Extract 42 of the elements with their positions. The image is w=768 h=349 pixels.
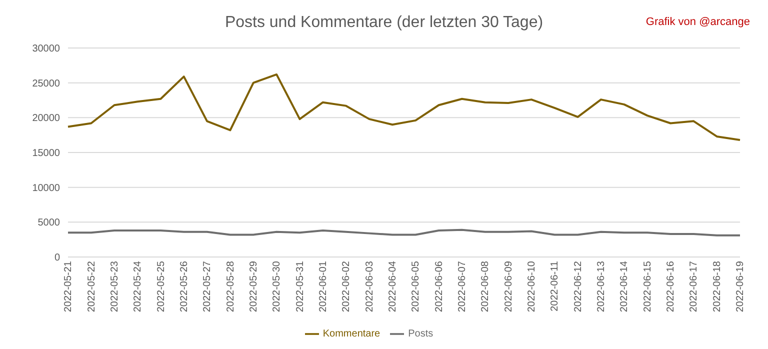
x-tick-label: 2022-06-08	[480, 260, 492, 312]
x-tick-label: 2022-06-06	[434, 260, 445, 312]
y-tick-label: 10000	[32, 182, 60, 194]
x-tick-label: 2022-05-24	[132, 260, 144, 312]
x-tick-label: 2022-06-16	[666, 260, 677, 312]
x-tick-label: 2022-05-21	[63, 260, 74, 312]
line-series	[67, 73, 741, 141]
y-tick-label: 15000	[32, 148, 60, 160]
x-tick-label: 2022-05-27	[202, 260, 214, 312]
x-tick-label: 2022-06-05	[410, 260, 422, 312]
legend-label: Kommentare	[322, 328, 380, 340]
x-tick-label: 2022-06-18	[712, 260, 723, 312]
x-tick-label: 2022-06-07	[457, 260, 468, 312]
y-tick-label: 5000	[38, 218, 60, 229]
text: Grafik von @arcange	[646, 16, 750, 28]
x-tick-label: 2022-05-26	[178, 260, 190, 312]
x-tick-label: 2022-06-09	[503, 260, 514, 312]
x-tick-label: 2022-06-15	[642, 260, 654, 312]
x-tick-label: 2022-06-12	[572, 260, 584, 312]
x-tick-label: 2022-06-10	[526, 260, 538, 312]
x-tick-label: 2022-06-02	[341, 260, 352, 312]
x-tick-label: 2022-06-11	[550, 260, 561, 312]
x-tick-label: 2022-06-14	[619, 260, 630, 312]
x-tick-label: 2022-06-03	[364, 260, 376, 312]
x-tick-label: 2022-05-23	[109, 260, 120, 312]
x-tick-label: 2022-05-22	[86, 260, 98, 312]
y-tick-label: 30000	[32, 44, 60, 55]
x-tick-label: 2022-05-29	[248, 260, 260, 312]
x-tick-label: 2022-05-25	[156, 260, 167, 312]
x-tick-label: 2022-06-19	[735, 260, 746, 312]
legend-label: Posts	[408, 328, 434, 340]
x-tick-label: 2022-06-01	[318, 260, 329, 312]
y-tick-label: 20000	[32, 113, 60, 124]
x-tick-label: 2022-05-31	[294, 260, 306, 312]
x-tick-label: 2022-05-28	[225, 260, 236, 312]
x-tick-label: 2022-05-30	[272, 260, 283, 312]
x-tick-label: 2022-06-17	[688, 260, 700, 312]
y-tick-label: 25000	[32, 78, 60, 90]
y-tick-label: 0	[54, 252, 60, 264]
x-tick-label: 2022-06-13	[596, 260, 608, 312]
chart-title: Posts und Kommentare (der letzten 30 Tage)	[224, 14, 544, 31]
x-tick-label: 2022-06-04	[388, 260, 399, 312]
